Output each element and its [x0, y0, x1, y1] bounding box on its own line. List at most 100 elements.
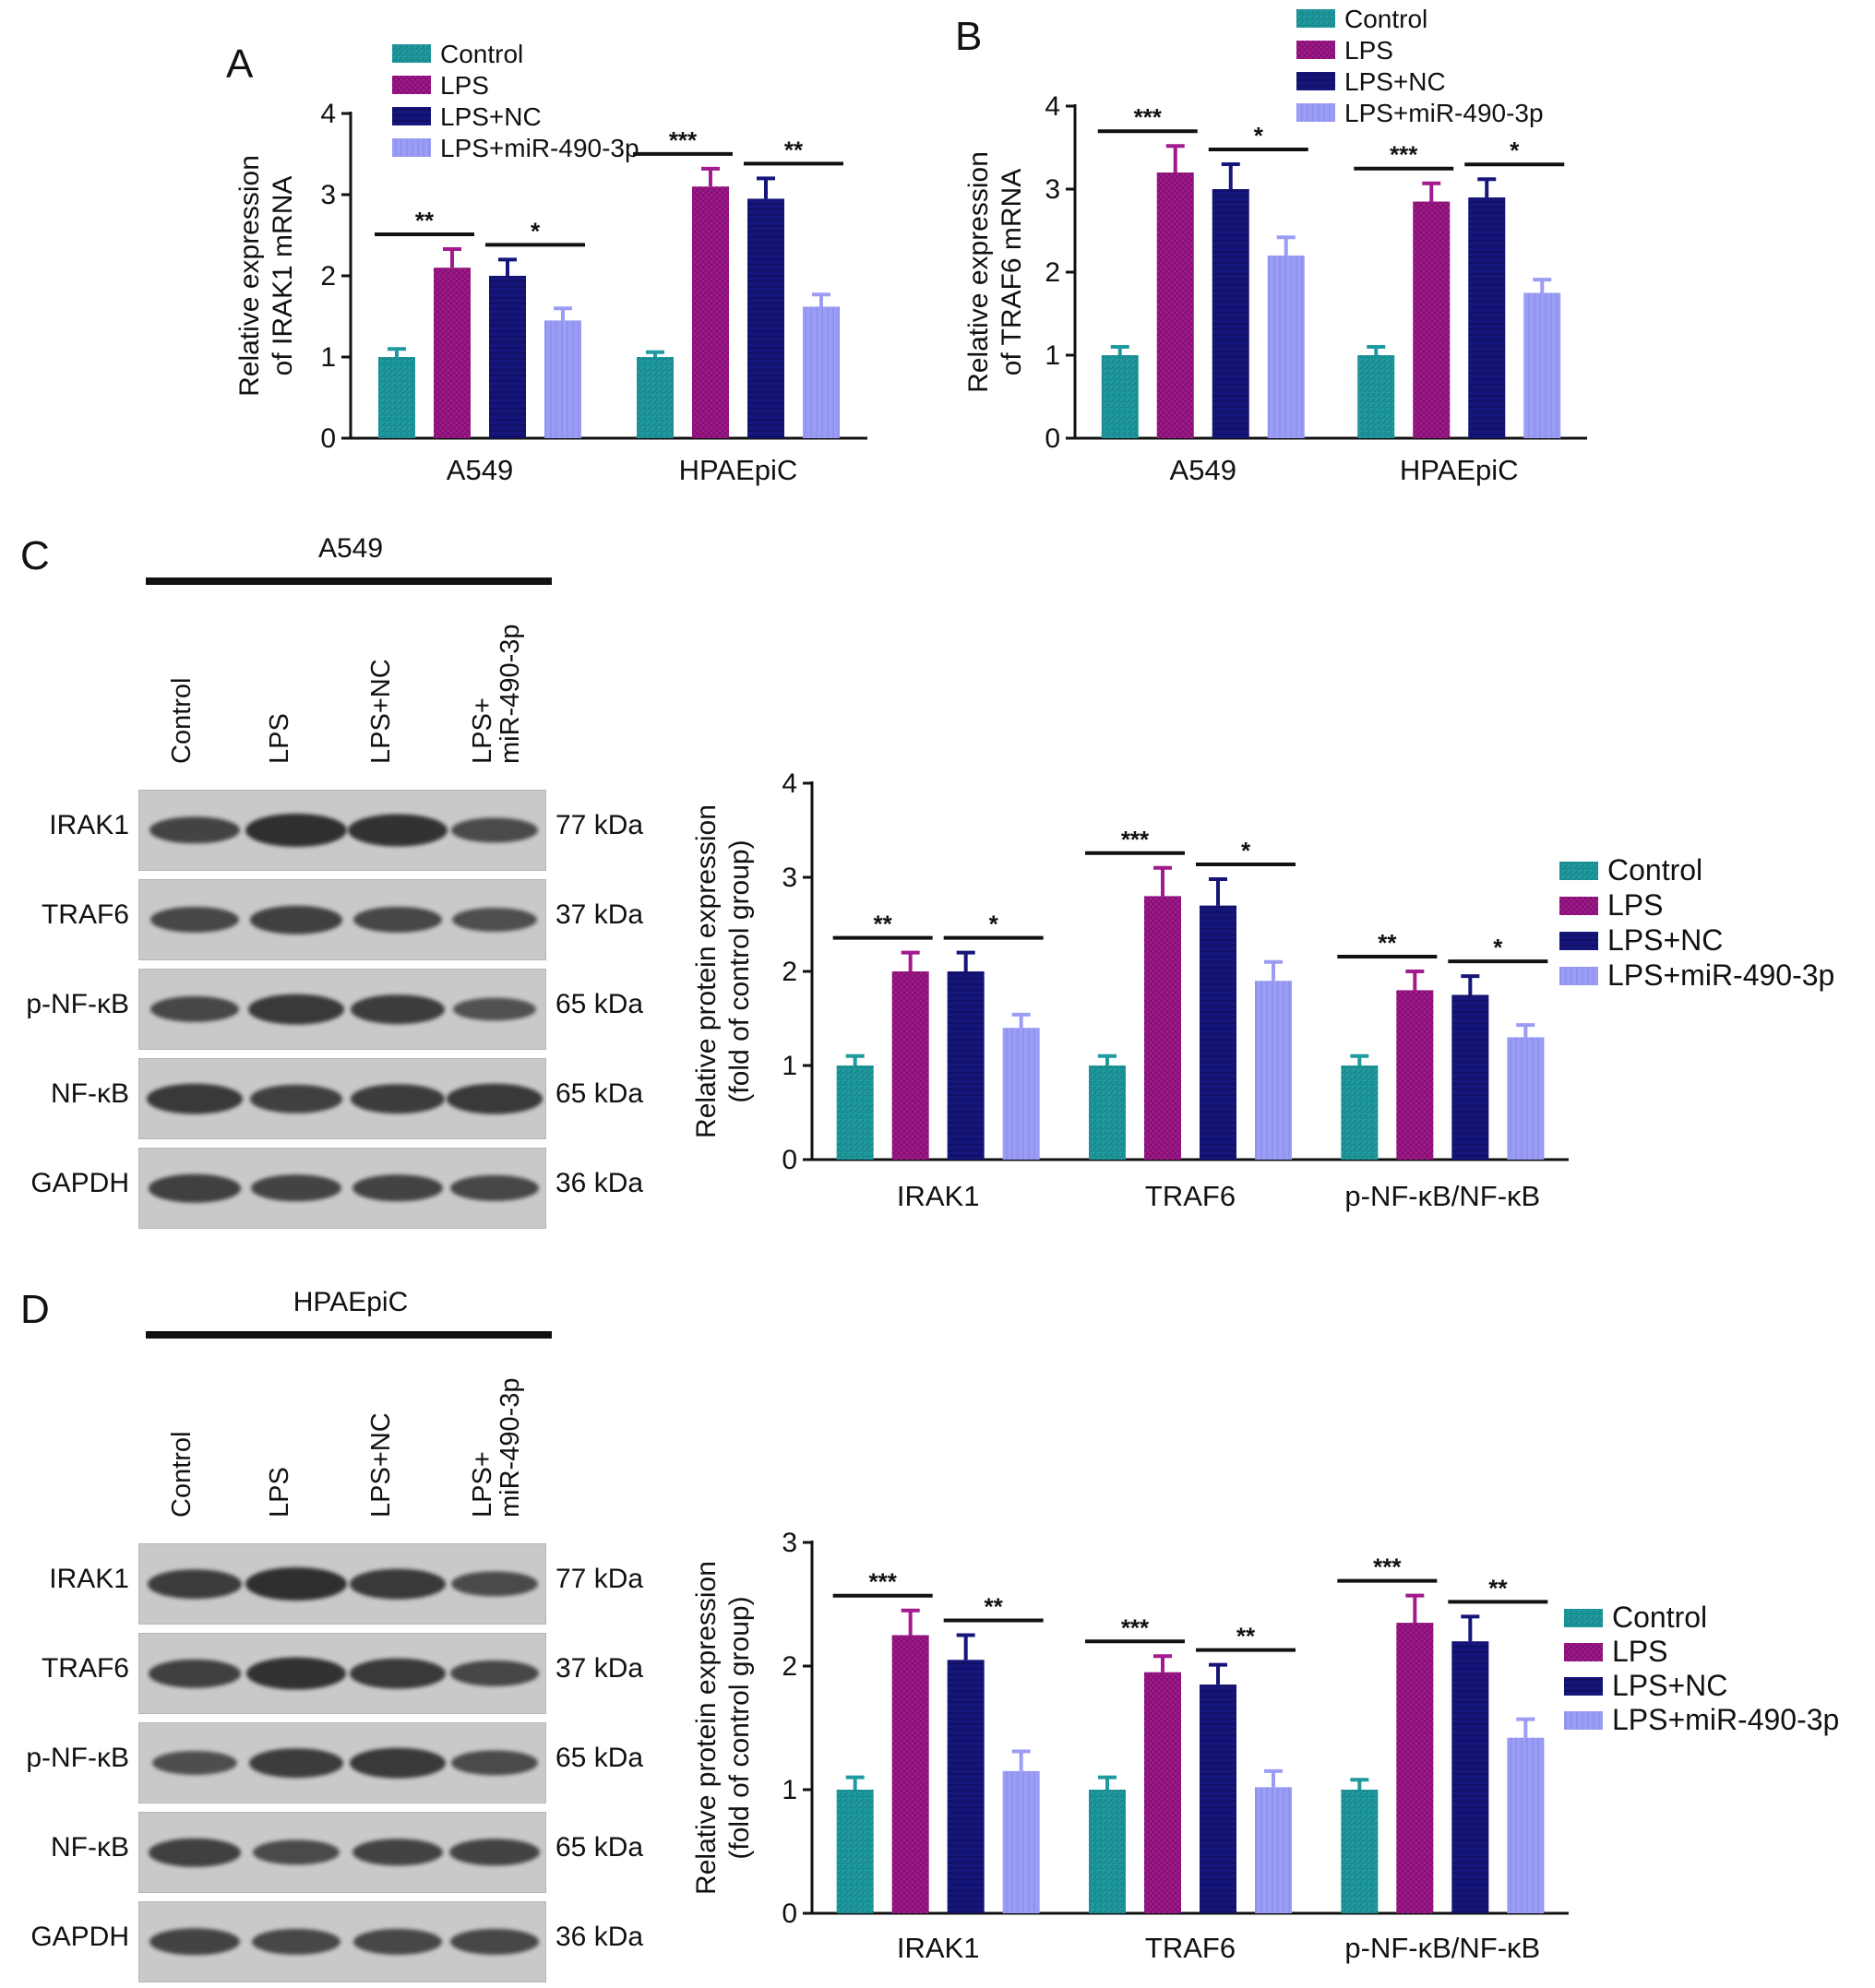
bar-control — [637, 357, 674, 438]
row-protein-label: IRAK1 — [49, 1564, 129, 1594]
significance-label: * — [531, 217, 541, 244]
protein-band — [252, 1928, 340, 1956]
y-tick-label: 2 — [782, 1651, 797, 1682]
legend-label: LPS+NC — [1612, 1669, 1727, 1702]
legend-swatch-lps — [1564, 1643, 1603, 1661]
significance-label: *** — [1134, 103, 1163, 131]
protein-band — [451, 817, 538, 843]
legend-swatch-lps_mir — [1559, 967, 1598, 985]
bar-lps_nc — [947, 1660, 985, 1913]
bar-control — [1101, 355, 1139, 438]
significance-label: ** — [415, 207, 435, 234]
bar-lps — [1396, 990, 1434, 1160]
x-category-label: TRAF6 — [1145, 1180, 1236, 1212]
protein-band — [450, 1660, 539, 1687]
bar-lps_nc — [1200, 905, 1236, 1160]
y-tick-label: 4 — [782, 768, 797, 799]
protein-band — [249, 1748, 343, 1778]
blot-row-p-nf-κb — [138, 1722, 546, 1803]
protein-band — [353, 1928, 442, 1956]
bar-lps_nc — [1200, 1684, 1236, 1913]
protein-band — [251, 1174, 341, 1202]
significance-label: ** — [874, 911, 893, 938]
lane-label: LPS+ miR-490-3p — [468, 1377, 526, 1518]
x-category-label: IRAK1 — [897, 1180, 980, 1212]
x-category-label: IRAK1 — [897, 1932, 980, 1964]
row-kda-label: 77 kDa — [555, 1564, 644, 1594]
row-kda-label: 37 kDa — [555, 899, 644, 930]
legend-label: Control — [1344, 5, 1427, 33]
row-protein-label: TRAF6 — [41, 1653, 129, 1684]
legend-swatch-lps_nc — [392, 107, 431, 125]
row-protein-label: p-NF-κB — [26, 1743, 129, 1773]
significance-label: *** — [669, 126, 698, 154]
y-axis-label: of IRAK1 mRNA — [268, 176, 298, 376]
row-protein-label: p-NF-κB — [26, 989, 129, 1019]
row-kda-label: 65 kDa — [555, 1832, 644, 1863]
y-tick-label: 4 — [320, 99, 336, 129]
blot-row-p-nf-κb — [138, 969, 546, 1050]
bar-lps_mir — [1255, 1787, 1292, 1913]
bar-lps — [891, 971, 929, 1160]
row-kda-label: 65 kDa — [555, 989, 644, 1019]
bar-control — [836, 1065, 874, 1160]
bar-lps_nc — [1212, 189, 1249, 438]
significance-label: *** — [868, 1568, 897, 1596]
y-axis-label: Relative expression — [963, 151, 994, 393]
legend-label: LPS+NC — [440, 102, 542, 131]
legend-label: LPS+miR-490-3p — [1607, 958, 1834, 992]
legend-swatch-lps_mir — [392, 138, 431, 157]
bar-lps_mir — [1267, 256, 1305, 438]
significance-label: ** — [1378, 929, 1397, 957]
row-kda-label: 37 kDa — [555, 1653, 644, 1684]
y-tick-label: 3 — [1045, 174, 1060, 205]
bar-lps_mir — [1507, 1737, 1545, 1913]
y-axis-label: Relative protein expression — [691, 804, 722, 1138]
legend-label: LPS+miR-490-3p — [1344, 99, 1544, 127]
lane-label: Control — [167, 677, 197, 765]
legend-swatch-control — [392, 44, 431, 63]
y-axis-label: Relative expression — [234, 155, 265, 397]
protein-band — [350, 1568, 446, 1600]
y-tick-label: 1 — [320, 342, 336, 373]
panel-letter-b: B — [955, 14, 983, 59]
bar-lps_nc — [947, 971, 985, 1160]
bar-control — [378, 357, 415, 438]
y-tick-label: 0 — [782, 1899, 797, 1929]
bar-control — [836, 1790, 874, 1913]
significance-label: *** — [1390, 141, 1418, 169]
legend-label: LPS+NC — [1607, 923, 1723, 957]
protein-band — [447, 1083, 543, 1114]
bar-chart-irak1-mrna: 0 1 2 3 4 Relative expression of IRAK1 mRNA A54… — [234, 40, 867, 486]
protein-band — [451, 1750, 538, 1776]
protein-band — [450, 1174, 539, 1202]
x-category-label: p-NF-κB/NF-κB — [1344, 1180, 1540, 1212]
protein-band — [348, 814, 448, 847]
legend-swatch-lps_nc — [1564, 1677, 1603, 1696]
lane-label: LPS — [265, 1467, 294, 1518]
blot-row-gapdh — [138, 1901, 546, 1982]
significance-label: *** — [1121, 826, 1150, 853]
x-category-label: HPAEpiC — [1400, 454, 1519, 486]
bar-chart-protein-hpaepic: 0 1 2 3 Relative protein expression (fold of … — [691, 1528, 1839, 1964]
y-axis-label: Relative protein expression — [691, 1561, 722, 1895]
row-kda-label: 65 kDa — [555, 1743, 644, 1773]
x-category-label: p-NF-κB/NF-κB — [1344, 1932, 1540, 1964]
protein-band — [147, 1083, 243, 1114]
row-protein-label: TRAF6 — [41, 899, 129, 930]
bar-lps_mir — [803, 306, 840, 438]
protein-band — [350, 1747, 446, 1779]
protein-band — [149, 1173, 241, 1203]
y-tick-label: 3 — [782, 1528, 797, 1558]
y-tick-label: 0 — [320, 423, 336, 454]
bar-chart-protein-a549: 0 1 2 3 4 Relative protein expression (fold of… — [691, 768, 1834, 1212]
legend-label: LPS — [440, 71, 489, 100]
blot-row-irak1 — [138, 1543, 546, 1625]
bar-lps_mir — [1523, 292, 1561, 438]
protein-band — [449, 1839, 540, 1866]
bar-chart-traf6-mrna: 0 1 2 3 4 Relative expression of TRAF6 mRNA A54… — [963, 5, 1587, 486]
significance-label: ** — [784, 136, 804, 163]
row-kda-label: 65 kDa — [555, 1078, 644, 1109]
y-tick-label: 3 — [782, 863, 797, 893]
significance-label: *** — [1373, 1553, 1402, 1581]
